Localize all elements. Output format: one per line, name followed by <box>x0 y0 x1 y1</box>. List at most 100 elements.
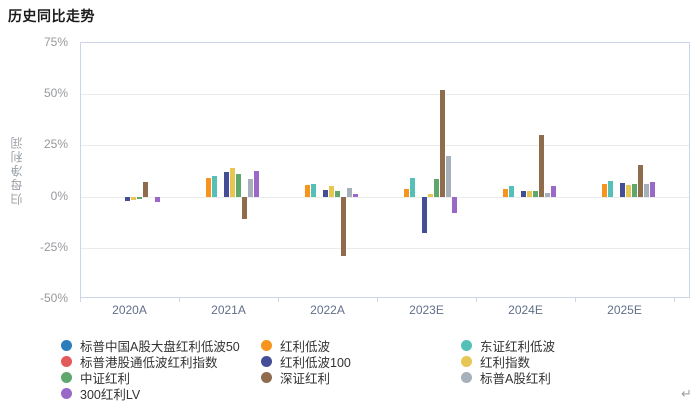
chart-bar-中证红利-2020A[interactable] <box>137 196 142 199</box>
legend-item-300红利LV[interactable]: 300红利LV <box>61 385 240 402</box>
chart-bar-中证红利-2024E[interactable] <box>533 191 538 197</box>
chart-bar-红利低波-2022A[interactable] <box>305 185 310 197</box>
y-axis-tick-label: 25% <box>43 137 68 152</box>
chart-bar-红利低波-2024E[interactable] <box>503 189 508 197</box>
y-axis-title: 归母净利润 <box>8 42 24 298</box>
legend-item-东证红利低波[interactable]: 东证红利低波 <box>461 337 556 354</box>
x-axis-tick-label: 2024E <box>508 303 543 317</box>
legend-dot-icon <box>61 371 72 383</box>
legend-item-标普中国A股大盘红利低波50[interactable]: 标普中国A股大盘红利低波50 <box>61 337 240 354</box>
chart-bar-东证红利低波-2023E[interactable] <box>410 178 415 197</box>
chart-bar-东证红利低波-2022A[interactable] <box>311 184 316 197</box>
x-axis-tick-label: 2021A <box>211 303 246 317</box>
chart-bar-深证红利-2022A[interactable] <box>341 196 346 256</box>
chart-bar-红利指数-2020A[interactable] <box>131 196 136 200</box>
gridline <box>81 145 689 147</box>
chart-bar-300红利LV-2025E[interactable] <box>650 182 655 197</box>
x-axis-tick-label: 2025E <box>607 303 642 317</box>
chart-bar-东证红利低波-2021A[interactable] <box>212 176 217 197</box>
legend-item-label: 东证红利低波 <box>480 339 556 354</box>
chart-bar-300红利LV-2022A[interactable] <box>353 193 358 197</box>
chart-bar-红利低波-2023E[interactable] <box>404 189 409 197</box>
chart-title: 历史同比走势 <box>8 8 95 24</box>
x-axis-tick-mark <box>80 297 81 302</box>
legend-item-红利指数[interactable]: 红利指数 <box>461 353 555 370</box>
legend-item-label: 标普港股通低波红利指数 <box>80 355 218 370</box>
gridline <box>81 94 689 96</box>
chart-bar-红利低波100-2021A[interactable] <box>224 172 229 197</box>
legend-item-label: 标普中国A股大盘红利低波50 <box>80 339 240 354</box>
legend-item-label: 中证红利 <box>80 371 131 386</box>
chart-bar-标普A股红利-2021A[interactable] <box>248 179 253 197</box>
x-axis-tick-mark <box>278 297 279 302</box>
legend-item-标普港股通低波红利指数[interactable]: 标普港股通低波红利指数 <box>61 353 240 370</box>
legend-dot-icon <box>61 387 72 399</box>
chart-bar-东证红利低波-2025E[interactable] <box>608 181 613 197</box>
legend-item-label: 红利指数 <box>480 355 531 370</box>
y-axis-tick-label: 0% <box>50 188 68 203</box>
chart-bar-红利指数-2025E[interactable] <box>626 185 631 197</box>
x-axis-tick-label: 2023E <box>409 303 444 317</box>
legend-item-红利低波[interactable]: 红利低波 <box>261 337 351 354</box>
legend-dot-icon <box>461 371 472 383</box>
chart-bar-红利低波-2025E[interactable] <box>602 184 607 197</box>
legend-item-label: 300红利LV <box>80 387 141 402</box>
chart-bar-红利指数-2022A[interactable] <box>329 186 334 197</box>
chart-bar-中证红利-2025E[interactable] <box>632 184 637 197</box>
chart-bar-300红利LV-2024E[interactable] <box>551 186 556 197</box>
y-axis-tick-label: 50% <box>43 86 68 101</box>
chart-bar-中证红利-2021A[interactable] <box>236 174 241 197</box>
legend-item-中证红利[interactable]: 中证红利 <box>61 369 240 386</box>
legend-dot-icon <box>261 339 272 351</box>
legend-dot-icon <box>61 355 72 367</box>
gridline <box>81 196 689 198</box>
legend-item-label: 红利低波 <box>280 339 331 354</box>
legend-dot-icon <box>61 339 72 351</box>
legend-dot-icon <box>461 339 472 351</box>
chart-bar-标普A股红利-2023E[interactable] <box>446 155 451 197</box>
x-axis-tick-label: 2022A <box>310 303 345 317</box>
chart-bar-深证红利-2024E[interactable] <box>539 135 544 197</box>
chart-bar-标普A股红利-2022A[interactable] <box>347 188 352 197</box>
legend-column: 东证红利低波 红利指数 标普A股红利 <box>461 337 556 386</box>
legend-column: 标普中国A股大盘红利低波50 标普港股通低波红利指数 中证红利 300红利LV <box>61 337 240 402</box>
y-axis-tick-label: -25% <box>39 239 68 254</box>
plot-area <box>80 42 690 298</box>
legend-dot-icon <box>261 355 272 367</box>
x-axis-tick-mark <box>476 297 477 302</box>
chart-bar-红利低波-2021A[interactable] <box>206 178 211 197</box>
chart-bar-红利指数-2021A[interactable] <box>230 167 235 197</box>
chart-bar-300红利LV-2023E[interactable] <box>452 196 457 213</box>
chart-bar-中证红利-2023E[interactable] <box>434 179 439 197</box>
y-axis-tick-label: 75% <box>43 35 68 49</box>
chart-bar-红利低波100-2023E[interactable] <box>422 196 427 234</box>
legend-item-label: 标普A股红利 <box>480 371 551 386</box>
legend-item-红利低波100[interactable]: 红利低波100 <box>261 353 351 370</box>
chart-bar-300红利LV-2021A[interactable] <box>254 171 259 197</box>
legend-dot-icon <box>261 371 272 383</box>
legend-column: 红利低波 红利低波100 深证红利 <box>261 337 351 386</box>
chart-bar-深证红利-2021A[interactable] <box>242 196 247 220</box>
legend-item-label: 深证红利 <box>280 371 331 386</box>
y-axis-tick-label: -50% <box>39 291 68 305</box>
chart-bar-中证红利-2022A[interactable] <box>335 191 340 197</box>
chart-bar-标普A股红利-2025E[interactable] <box>644 184 649 197</box>
chart-bar-300红利LV-2020A[interactable] <box>155 196 160 202</box>
return-icon: ↵ <box>681 386 692 401</box>
legend-item-label: 红利低波100 <box>280 355 351 370</box>
chart-bar-红利低波100-2020A[interactable] <box>125 196 130 201</box>
chart-bar-红利指数-2024E[interactable] <box>527 191 532 197</box>
chart-bar-深证红利-2025E[interactable] <box>638 164 643 197</box>
x-axis-tick-mark <box>674 297 675 302</box>
x-axis-tick-label: 2020A <box>112 303 147 317</box>
legend-item-标普A股红利[interactable]: 标普A股红利 <box>461 369 555 386</box>
chart-bar-红利指数-2023E[interactable] <box>428 193 433 197</box>
chart-bar-红利低波100-2025E[interactable] <box>620 183 625 197</box>
chart-bar-红利低波100-2022A[interactable] <box>323 190 328 197</box>
chart-bar-深证红利-2020A[interactable] <box>143 182 148 197</box>
legend-item-深证红利[interactable]: 深证红利 <box>261 369 351 386</box>
chart-bar-标普A股红利-2024E[interactable] <box>545 192 550 197</box>
chart-bar-东证红利低波-2024E[interactable] <box>509 186 514 197</box>
chart-bar-红利低波100-2024E[interactable] <box>521 191 526 197</box>
chart-bar-深证红利-2023E[interactable] <box>440 90 445 197</box>
